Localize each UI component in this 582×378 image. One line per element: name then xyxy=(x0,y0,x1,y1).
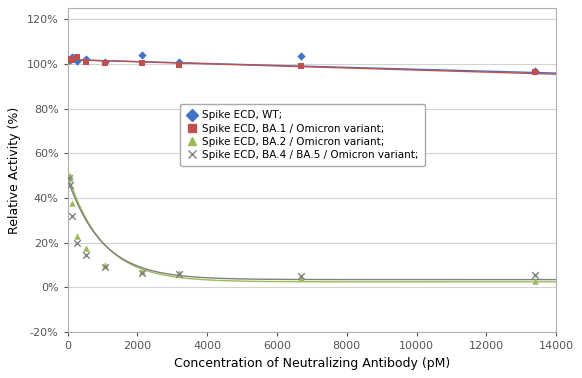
X-axis label: Concentration of Neutralizing Antibody (pM): Concentration of Neutralizing Antibody (… xyxy=(174,357,450,370)
Point xyxy=(100,262,109,268)
Point xyxy=(72,54,81,60)
Point xyxy=(137,268,147,274)
Legend: Spike ECD, WT;, Spike ECD, BA.1 / Omicron variant;, Spike ECD, BA.2 / Omicron va: Spike ECD, WT;, Spike ECD, BA.1 / Omicro… xyxy=(180,104,425,166)
Point xyxy=(297,53,306,59)
Point xyxy=(100,60,109,66)
Point xyxy=(64,57,73,63)
Point xyxy=(297,276,306,282)
Point xyxy=(297,64,306,70)
Y-axis label: Relative Activity (%): Relative Activity (%) xyxy=(8,107,22,234)
Point xyxy=(81,252,91,258)
Point xyxy=(68,57,77,63)
Point xyxy=(65,56,74,62)
Point xyxy=(175,62,184,68)
Point xyxy=(531,69,540,75)
Point xyxy=(137,52,147,58)
Point xyxy=(175,271,184,277)
Point xyxy=(100,59,109,65)
Point xyxy=(81,59,91,65)
Point xyxy=(137,60,147,66)
Point xyxy=(531,272,540,278)
Point xyxy=(72,58,81,64)
Point xyxy=(64,175,73,181)
Point xyxy=(72,240,81,246)
Point xyxy=(65,57,74,63)
Point xyxy=(137,270,147,276)
Point xyxy=(531,278,540,284)
Point xyxy=(81,56,91,62)
Point xyxy=(81,245,91,251)
Point xyxy=(297,273,306,279)
Point xyxy=(68,200,77,206)
Point xyxy=(65,182,74,188)
Point xyxy=(175,59,184,65)
Point xyxy=(64,173,73,179)
Point xyxy=(175,270,184,276)
Point xyxy=(531,68,540,74)
Point xyxy=(65,173,74,179)
Point xyxy=(68,213,77,219)
Point xyxy=(72,233,81,239)
Point xyxy=(64,57,73,63)
Point xyxy=(68,54,77,60)
Point xyxy=(100,264,109,270)
